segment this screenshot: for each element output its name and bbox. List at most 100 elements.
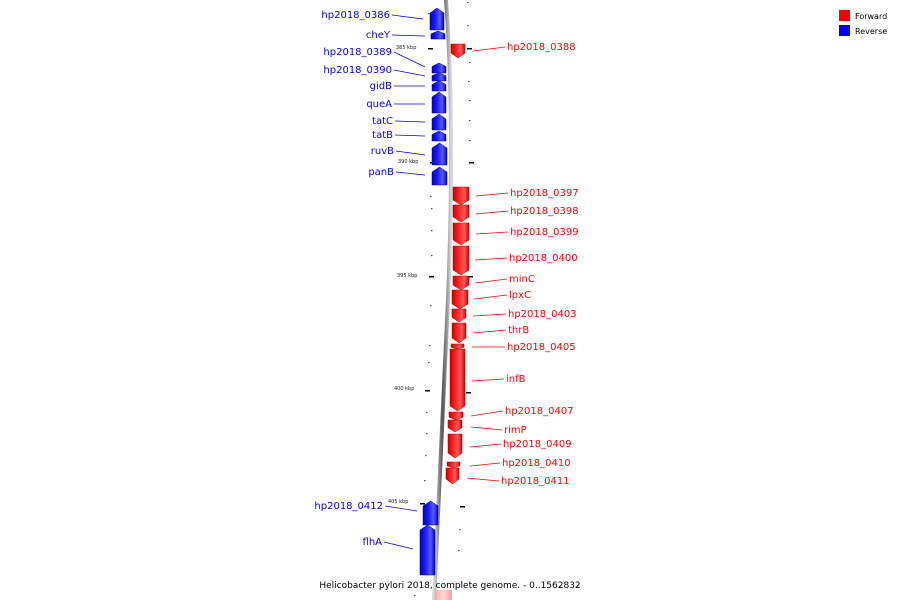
gene-leader-line (474, 278, 508, 284)
gene-leader-line (473, 294, 508, 300)
gene-label-hp2018-0397[interactable]: hp2018_0397 (510, 188, 579, 199)
gene-arrow-tatb[interactable] (431, 130, 447, 142)
gene-label-hp2018-0398[interactable]: hp2018_0398 (510, 206, 579, 217)
gene-arrow-hp2018-0388[interactable] (450, 43, 466, 59)
gene-arrow-chey[interactable] (430, 30, 446, 40)
gene-label-quea[interactable]: queA (366, 99, 392, 110)
major-tick-right (467, 48, 472, 50)
genome-caption: Helicobacter pylori 2018, complete genom… (319, 581, 580, 591)
minor-tick (469, 100, 471, 102)
gene-label-hp2018-0400[interactable]: hp2018_0400 (509, 253, 578, 264)
gene-leader-line (395, 150, 426, 156)
gene-label-hp2018-0412[interactable]: hp2018_0412 (314, 501, 383, 512)
minor-tick (424, 480, 426, 482)
gene-arrow-minc[interactable] (452, 275, 470, 291)
gene-label-lpxc[interactable]: lpxC (509, 290, 531, 301)
gene-leader-line (384, 505, 418, 512)
major-tick-right (468, 276, 473, 278)
tick-label: 390 kbp (398, 159, 418, 165)
legend-forward-label: Forward (855, 12, 887, 21)
gene-label-panb[interactable]: panB (368, 167, 394, 178)
minor-tick (431, 230, 433, 232)
gene-label-hp2018-0409[interactable]: hp2018_0409 (503, 439, 572, 450)
minor-tick (430, 196, 432, 198)
major-tick-right (460, 506, 465, 508)
gene-label-hp2018-0386[interactable]: hp2018_0386 (321, 10, 390, 21)
gene-arrow-hp2018-0411[interactable] (445, 467, 460, 485)
gene-arrow-hp2018-0412[interactable] (422, 500, 439, 526)
gene-arrow-hp2018-0407[interactable] (448, 411, 464, 421)
minor-tick (414, 595, 416, 597)
gene-leader-line (472, 313, 507, 317)
gene-label-gidb[interactable]: gidB (370, 81, 392, 92)
gene-label-tatb[interactable]: tatB (372, 130, 393, 141)
minor-tick (467, 2, 469, 4)
gene-arrow-hp2018-0386[interactable] (429, 7, 445, 31)
legend-reverse-label: Reverse (855, 27, 887, 36)
gene-arrow-hp2018-0403[interactable] (451, 308, 467, 323)
minor-tick (458, 550, 460, 552)
gene-arrow-hp2018-0410[interactable] (446, 461, 461, 469)
gene-label-flha[interactable]: flhA (363, 537, 383, 548)
gene-arrow-hp2018-0400[interactable] (452, 245, 470, 276)
partial-feature (436, 590, 452, 600)
gene-leader-line (394, 134, 426, 137)
gene-arrow-hp2018-0399[interactable] (452, 222, 470, 246)
minor-tick (469, 120, 471, 122)
gene-label-tatc[interactable]: tatC (372, 116, 393, 127)
gene-leader-line (466, 477, 500, 482)
gene-leader-line (470, 426, 503, 431)
minor-ticks (414, 2, 471, 597)
legend: Forward Reverse (839, 10, 887, 36)
gene-arrow-gidb[interactable] (431, 80, 447, 92)
gene-leader-line (472, 46, 506, 52)
gene-label-hp2018-0403[interactable]: hp2018_0403 (508, 309, 577, 320)
gene-leader-line (475, 210, 509, 215)
gene-label-hp2018-0410[interactable]: hp2018_0410 (502, 458, 571, 469)
minor-tick (431, 208, 433, 210)
gene-label-ruvb[interactable]: ruvB (371, 146, 394, 157)
gene-label-hp2018-0407[interactable]: hp2018_0407 (505, 406, 574, 417)
gene-label-hp2018-0405[interactable]: hp2018_0405 (507, 342, 576, 353)
gene-arrow-tatc[interactable] (431, 113, 447, 131)
major-tick-left (429, 276, 434, 278)
gene-label-hp2018-0388[interactable]: hp2018_0388 (507, 42, 576, 53)
gene-arrow-rimp[interactable] (447, 419, 463, 433)
gene-leader-line (393, 69, 426, 77)
gene-arrow-hp2018-0389[interactable] (431, 62, 447, 74)
gene-arrow-hp2018-0409[interactable] (447, 433, 463, 459)
gene-arrow-flha[interactable] (419, 524, 436, 576)
gene-label-hp2018-0411[interactable]: hp2018_0411 (501, 476, 570, 487)
gene-label-hp2018-0399[interactable]: hp2018_0399 (510, 227, 579, 238)
gene-arrow-infb[interactable] (449, 348, 466, 412)
gene-leader-line (472, 329, 507, 334)
gene-label-chey[interactable]: cheY (366, 30, 391, 41)
gene-arrow-hp2018-0390[interactable] (431, 72, 447, 82)
gene-leader-line (475, 231, 509, 235)
minor-tick (428, 362, 430, 364)
gene-arrow-lpxc[interactable] (451, 289, 469, 310)
gene-leader-line (471, 378, 505, 382)
gene-leader-line (391, 14, 424, 20)
gene-arrow-hp2018-0398[interactable] (452, 204, 470, 223)
minor-tick (468, 81, 470, 83)
gene-arrow-hp2018-0405[interactable] (450, 343, 465, 350)
tick-label: 395 kbp (397, 273, 417, 279)
tick-label: 405 kbp (388, 499, 408, 505)
tick-label: 385 kbp (396, 45, 416, 51)
gene-label-hp2018-0389[interactable]: hp2018_0389 (323, 47, 392, 58)
gene-leader-line (393, 51, 426, 68)
gene-arrow-quea[interactable] (431, 91, 447, 114)
gene-label-minc[interactable]: minC (509, 274, 535, 285)
gene-label-thrb[interactable]: thrB (508, 325, 529, 336)
major-tick-left (420, 503, 425, 505)
gene-label-hp2018-0390[interactable]: hp2018_0390 (323, 65, 392, 76)
gene-arrow-hp2018-0397[interactable] (452, 186, 470, 206)
gene-label-rimp[interactable]: rimP (504, 425, 527, 436)
gene-arrow-thrb[interactable] (451, 322, 467, 344)
gene-leader-line (469, 462, 501, 467)
gene-label-infb[interactable]: infB (506, 374, 526, 385)
gene-arrow-panb[interactable] (431, 166, 448, 186)
minor-tick (428, 13, 430, 15)
gene-arrow-ruvb[interactable] (431, 142, 448, 166)
